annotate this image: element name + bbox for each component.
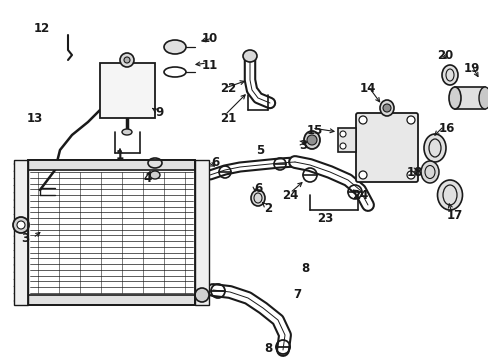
Ellipse shape	[420, 161, 438, 183]
Text: 19: 19	[463, 62, 479, 75]
Text: 3: 3	[298, 139, 306, 152]
Circle shape	[339, 143, 346, 149]
Text: 24: 24	[351, 189, 367, 202]
Ellipse shape	[122, 129, 132, 135]
Text: 8: 8	[264, 342, 271, 355]
Text: 8: 8	[300, 261, 308, 274]
Text: 16: 16	[438, 122, 454, 135]
Text: 2: 2	[264, 202, 271, 215]
Ellipse shape	[441, 65, 457, 85]
Bar	[28, 160, 195, 305]
Ellipse shape	[243, 50, 257, 62]
Text: 6: 6	[210, 156, 219, 168]
Bar	[337, 128, 355, 152]
Circle shape	[195, 288, 208, 302]
Text: 4: 4	[143, 171, 152, 185]
Circle shape	[306, 135, 316, 145]
Circle shape	[382, 104, 390, 112]
Circle shape	[406, 171, 414, 179]
Text: 3: 3	[21, 231, 29, 244]
Text: 21: 21	[220, 112, 236, 125]
Ellipse shape	[448, 87, 460, 109]
Text: 15: 15	[306, 123, 323, 136]
Circle shape	[120, 53, 134, 67]
Bar	[454, 87, 484, 109]
Ellipse shape	[379, 100, 393, 116]
Text: 7: 7	[292, 288, 301, 302]
Circle shape	[339, 131, 346, 137]
Bar	[195, 160, 208, 305]
Bar	[28, 160, 195, 170]
Circle shape	[358, 116, 366, 124]
Text: 1: 1	[116, 149, 124, 162]
Ellipse shape	[478, 87, 488, 109]
Text: 13: 13	[27, 112, 43, 125]
Circle shape	[358, 171, 366, 179]
Ellipse shape	[304, 131, 319, 149]
FancyBboxPatch shape	[355, 113, 417, 182]
Text: 12: 12	[34, 22, 50, 35]
Circle shape	[13, 217, 29, 233]
Circle shape	[124, 57, 130, 63]
Text: 24: 24	[281, 189, 298, 202]
Ellipse shape	[250, 190, 264, 206]
Circle shape	[17, 221, 25, 229]
Ellipse shape	[423, 134, 445, 162]
Text: 22: 22	[220, 81, 236, 95]
Text: 18: 18	[406, 166, 422, 179]
Bar	[28, 295, 195, 305]
Ellipse shape	[148, 158, 162, 168]
Text: 14: 14	[359, 81, 375, 95]
Ellipse shape	[150, 171, 160, 179]
Text: 20: 20	[436, 49, 452, 62]
Bar	[14, 160, 28, 305]
Text: 17: 17	[446, 208, 462, 221]
Ellipse shape	[163, 40, 185, 54]
Text: 5: 5	[255, 144, 264, 157]
Bar	[100, 63, 155, 118]
Text: 6: 6	[253, 181, 262, 194]
Ellipse shape	[437, 180, 462, 210]
Circle shape	[406, 116, 414, 124]
Text: 10: 10	[202, 32, 218, 45]
Text: 9: 9	[156, 105, 164, 118]
Text: 23: 23	[316, 212, 332, 225]
Text: 11: 11	[202, 59, 218, 72]
